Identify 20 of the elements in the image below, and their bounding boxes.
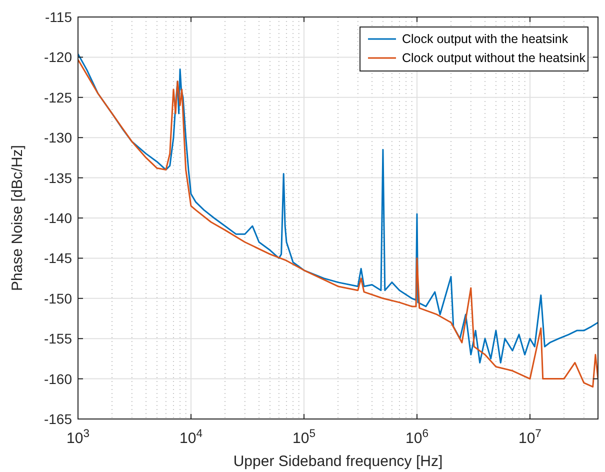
x-tick-label: 10$^{3}$ [66, 428, 90, 447]
y-tick-label: -155 [44, 330, 72, 347]
y-tick-label: -150 [44, 290, 72, 306]
y-tick-label: -120 [44, 49, 72, 66]
legend-label: Clock output without the heatsink [402, 51, 586, 65]
legend-label: Clock output with the heatsink [402, 32, 569, 46]
y-axis-title: Phase Noise [dBc/Hz] [9, 145, 26, 291]
x-tick-label: 10$^{7}$ [518, 428, 542, 447]
y-tick-label: -130 [44, 130, 72, 146]
y-tick-label: -115 [45, 9, 72, 25]
y-tick-label: -165 [44, 411, 72, 427]
x-tick-label: 10$^{5}$ [292, 428, 316, 447]
y-tick-label: -125 [44, 89, 72, 106]
y-tick-label: -145 [44, 250, 72, 266]
y-tick-label: -160 [44, 370, 72, 387]
x-axis-title: Upper Sideband frequency [Hz] [233, 453, 443, 470]
y-tick-label: -135 [44, 170, 72, 186]
y-tick-label: -140 [44, 210, 72, 226]
x-tick-label: 10$^{4}$ [180, 428, 202, 447]
x-tick-label: 10$^{6}$ [406, 428, 428, 447]
